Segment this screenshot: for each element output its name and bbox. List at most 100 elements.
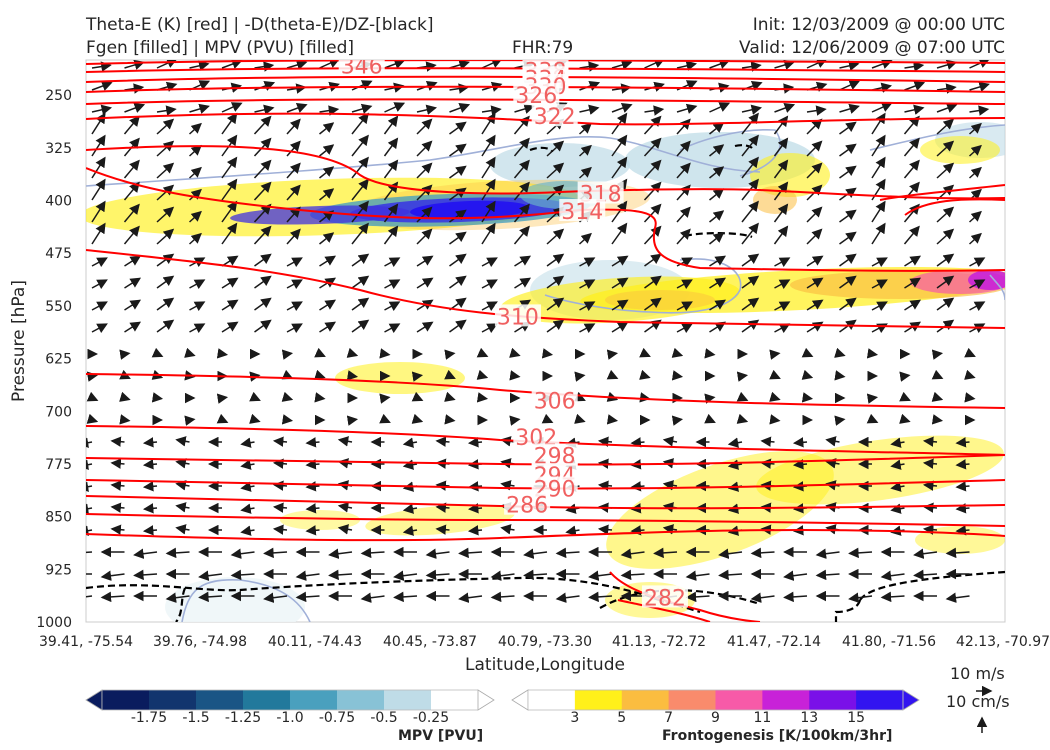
wind-vector (425, 569, 450, 581)
theta-e-contour (86, 75, 1005, 83)
wind-vector (402, 525, 418, 536)
wind-vector (611, 299, 629, 311)
wind-vector (351, 319, 370, 333)
wind-vector (839, 253, 857, 267)
wind-vector (351, 103, 373, 114)
theta-e-contour (86, 495, 1005, 510)
theta-e-label-bg (559, 199, 606, 222)
wind-vector (281, 414, 294, 425)
y-tick-label: 400 (45, 194, 72, 210)
wind-vector (630, 525, 645, 536)
wind-vector (254, 275, 272, 289)
wind-vector (825, 458, 840, 469)
wind-vector (922, 458, 938, 469)
wind-vector (253, 137, 272, 157)
wind-vector (871, 279, 888, 290)
wind-vector (806, 255, 824, 267)
theta-e-contour (904, 198, 1005, 216)
wind-vector (481, 156, 496, 179)
wind-vector (91, 279, 108, 290)
wind-vector (221, 178, 238, 201)
wind-vector (314, 347, 326, 358)
wind-vector (676, 140, 691, 157)
wind-vector (444, 369, 456, 380)
wind-vector (286, 279, 303, 290)
wind-vector (449, 143, 467, 157)
wind-vector (839, 60, 860, 71)
y-tick-label: 325 (45, 141, 72, 157)
wind-vector (620, 569, 645, 581)
wind-vector (402, 459, 418, 470)
wind-vector (968, 210, 982, 223)
theta-e-label: 282 (644, 586, 686, 611)
colorbar-tick-label: 13 (800, 710, 818, 726)
wind-vector (188, 166, 202, 179)
theta-e-contour (86, 479, 1005, 490)
wind-vector (188, 232, 202, 245)
wind-vector (597, 524, 613, 535)
wind-vector (458, 592, 483, 603)
wind-vector (156, 228, 175, 245)
wind-vector (555, 547, 580, 559)
wind-vector (676, 206, 691, 223)
wind-vector (481, 301, 498, 312)
wind-vector (671, 370, 684, 381)
wind-vector (393, 570, 418, 581)
wind-vector (644, 105, 665, 116)
wind-vector (931, 369, 944, 380)
wind-vector (481, 257, 498, 268)
wind-vector (671, 415, 684, 426)
wind-vector (760, 436, 775, 447)
y-tick-label: 625 (45, 352, 72, 368)
wind-vector (286, 323, 303, 334)
theta-e-label-bg (531, 104, 578, 127)
wind-vector (383, 137, 399, 157)
wind-vector (643, 159, 662, 179)
wind-vector (541, 348, 554, 359)
wind-vector (86, 371, 99, 382)
wind-vector (500, 524, 515, 535)
wind-vector (449, 165, 467, 179)
wind-vector (620, 548, 645, 559)
stability-contour (859, 570, 1005, 601)
wind-vector (319, 144, 335, 157)
reference-wind-label: 10 m/s (950, 664, 1005, 683)
wind-vector (133, 569, 158, 581)
wind-vector (709, 122, 725, 135)
wind-vector (741, 275, 760, 289)
wind-vector (449, 253, 467, 267)
wind-vector (156, 140, 175, 157)
wind-vector (156, 253, 175, 267)
mpv-colorbar: -1.75 -1.5 -1.25 -1.0 -0.75 -0.5 -0.25 (85, 689, 495, 726)
wind-vector (249, 391, 261, 402)
wind-vector (806, 277, 824, 289)
wind-vector (295, 570, 320, 581)
wind-vector (305, 503, 320, 514)
y-tick-label: 250 (45, 88, 72, 104)
wind-vector (662, 480, 678, 491)
wind-vector (100, 570, 125, 581)
colorbar-tick-label: -0.25 (413, 710, 449, 726)
wind-vector (945, 592, 970, 603)
wind-vector (314, 392, 326, 403)
wind-vector (221, 299, 239, 311)
wind-vector (514, 277, 532, 289)
wind-vector (643, 181, 662, 201)
wind-vector (546, 140, 565, 157)
wind-vector (741, 222, 759, 245)
wind-vector (848, 592, 873, 603)
colorbar-tick-label: 15 (847, 710, 865, 726)
wind-vector (337, 436, 353, 447)
wind-vector (416, 118, 433, 135)
wind-vector (969, 105, 990, 116)
wind-vector (411, 413, 424, 424)
wind-vector (741, 156, 759, 179)
wind-vector (123, 115, 140, 135)
x-tick-label: 40.45, -73.87 (383, 634, 477, 650)
colorbar-swatch (715, 690, 763, 710)
wind-vector (871, 134, 886, 157)
wind-vector (319, 166, 335, 179)
colorbar-swatch (102, 690, 150, 710)
wind-vector (546, 319, 565, 333)
wind-vector (467, 525, 483, 536)
